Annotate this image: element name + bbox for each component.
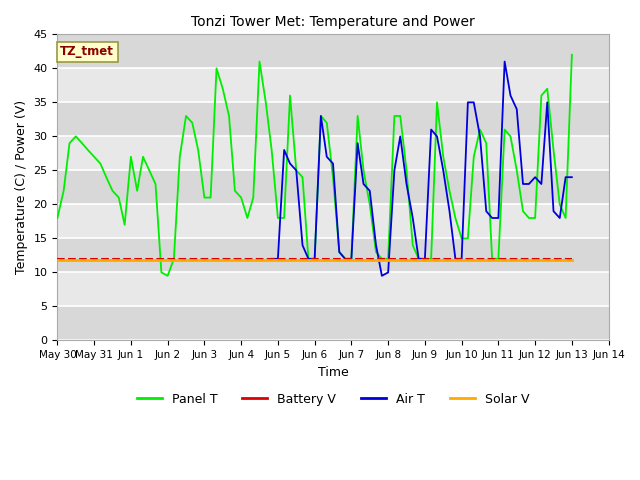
Air T	[286, 161, 294, 167]
Air T	[538, 181, 545, 187]
Air T	[317, 113, 324, 119]
Air T	[433, 133, 441, 139]
Air T	[305, 256, 312, 262]
Air T	[335, 249, 343, 255]
Bar	[58, 102, 609, 136]
X-axis label: Time: Time	[317, 366, 348, 379]
Bar	[58, 35, 609, 68]
Legend: Panel T, Battery V, Air T, Solar V: Panel T, Battery V, Air T, Solar V	[132, 388, 534, 411]
Panel T	[164, 273, 172, 279]
Air T	[378, 273, 386, 279]
Air T	[525, 181, 532, 187]
Air T	[464, 99, 472, 105]
Air T	[366, 188, 374, 193]
Air T	[280, 147, 288, 153]
Air T	[488, 215, 496, 221]
Air T	[372, 242, 380, 248]
Air T	[470, 99, 477, 105]
Air T	[452, 256, 460, 262]
Bar	[58, 136, 609, 170]
Bar	[58, 306, 609, 340]
Panel T	[212, 65, 220, 71]
Air T	[384, 270, 392, 276]
Air T	[556, 215, 564, 221]
Air T	[568, 174, 576, 180]
Air T	[329, 161, 337, 167]
Panel T	[237, 195, 245, 201]
Air T	[519, 181, 527, 187]
Air T	[513, 106, 520, 112]
Air T	[354, 140, 362, 146]
Air T	[299, 242, 307, 248]
Air T	[268, 256, 275, 262]
Panel T	[543, 86, 551, 92]
Panel T	[139, 154, 147, 160]
Air T	[428, 127, 435, 132]
Air T	[495, 215, 502, 221]
Air T	[500, 59, 508, 64]
Air T	[507, 93, 515, 98]
Bar	[58, 68, 609, 102]
Panel T	[54, 215, 61, 221]
Panel T	[219, 86, 227, 92]
Air T	[458, 256, 465, 262]
Air T	[550, 208, 557, 214]
Air T	[311, 256, 319, 262]
Air T	[360, 181, 367, 187]
Bar	[58, 273, 609, 306]
Air T	[476, 133, 484, 139]
Air T	[396, 133, 404, 139]
Air T	[543, 99, 551, 105]
Air T	[483, 208, 490, 214]
Air T	[390, 168, 398, 173]
Air T	[415, 256, 422, 262]
Bar	[58, 170, 609, 204]
Bar	[58, 239, 609, 273]
Air T	[323, 154, 331, 160]
Text: TZ_tmet: TZ_tmet	[60, 45, 114, 58]
Air T	[409, 215, 417, 221]
Line: Air T: Air T	[271, 61, 572, 276]
Air T	[562, 174, 570, 180]
Bar	[58, 204, 609, 239]
Air T	[440, 168, 447, 173]
Air T	[292, 168, 300, 173]
Air T	[274, 256, 282, 262]
Air T	[531, 174, 539, 180]
Panel T	[317, 113, 324, 119]
Air T	[403, 181, 410, 187]
Air T	[348, 256, 355, 262]
Air T	[445, 208, 453, 214]
Air T	[421, 256, 429, 262]
Line: Panel T: Panel T	[58, 55, 572, 276]
Y-axis label: Temperature (C) / Power (V): Temperature (C) / Power (V)	[15, 100, 28, 275]
Air T	[341, 256, 349, 262]
Title: Tonzi Tower Met: Temperature and Power: Tonzi Tower Met: Temperature and Power	[191, 15, 475, 29]
Panel T	[568, 52, 576, 58]
